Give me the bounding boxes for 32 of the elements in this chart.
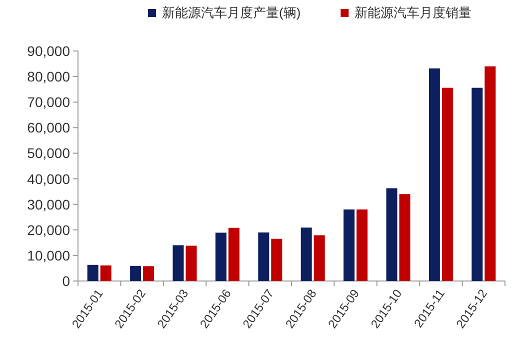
y-tick-label: 60,000 (27, 120, 70, 136)
bar (442, 88, 453, 281)
bar (314, 235, 325, 281)
bar (356, 209, 368, 281)
bar (484, 66, 496, 281)
bar (130, 266, 142, 281)
y-tick-label: 20,000 (27, 222, 70, 238)
y-tick-label: 70,000 (27, 94, 70, 110)
legend-label: 新能源汽车月度产量(辆) (162, 5, 301, 20)
bar (172, 245, 184, 281)
bar (87, 264, 98, 281)
y-tick-label: 30,000 (27, 196, 70, 212)
legend-label: 新能源汽车月度销量 (354, 5, 472, 20)
bar (428, 68, 440, 281)
y-tick-label: 40,000 (27, 170, 70, 187)
bar (300, 228, 312, 281)
y-tick-label: 90,000 (27, 43, 70, 59)
bar (344, 209, 355, 281)
bar (100, 265, 112, 281)
bar (472, 88, 483, 281)
bar (271, 238, 282, 281)
bar (215, 232, 226, 281)
y-tick-label: 50,000 (27, 145, 70, 162)
y-tick-label: 10,000 (27, 247, 70, 264)
bar (186, 246, 197, 281)
bar (143, 266, 154, 281)
bar (228, 228, 240, 281)
bar (258, 232, 270, 281)
y-tick-label: 0 (62, 273, 70, 289)
y-tick-label: 80,000 (27, 68, 70, 85)
bar (386, 188, 398, 281)
bar (399, 194, 410, 281)
